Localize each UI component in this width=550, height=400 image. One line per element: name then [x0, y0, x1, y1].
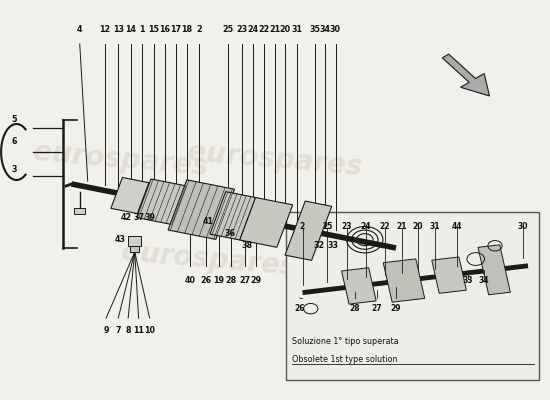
- Text: 20: 20: [279, 25, 290, 34]
- Text: 31: 31: [292, 25, 302, 34]
- Text: 2: 2: [300, 222, 305, 231]
- Polygon shape: [285, 201, 332, 260]
- Text: 5: 5: [11, 115, 16, 124]
- Text: 23: 23: [341, 222, 352, 231]
- Text: 22: 22: [379, 222, 390, 231]
- Text: eurospares: eurospares: [32, 138, 210, 182]
- FancyArrow shape: [442, 54, 490, 96]
- Polygon shape: [240, 198, 293, 247]
- Text: 22: 22: [258, 25, 270, 34]
- Text: 20: 20: [412, 222, 424, 231]
- Text: 4: 4: [77, 25, 82, 34]
- Bar: [130, 246, 139, 252]
- Text: 42: 42: [121, 214, 132, 222]
- Text: 10: 10: [144, 326, 155, 335]
- Text: 7: 7: [116, 326, 121, 335]
- Text: 38: 38: [242, 242, 253, 250]
- Text: 28: 28: [226, 276, 236, 285]
- Text: 26: 26: [201, 276, 212, 285]
- Text: 19: 19: [213, 276, 224, 285]
- Bar: [128, 236, 141, 246]
- Text: 24: 24: [248, 25, 258, 34]
- Text: 40: 40: [184, 276, 195, 285]
- Text: 37: 37: [133, 214, 144, 222]
- Text: 29: 29: [390, 304, 402, 313]
- Text: 36: 36: [224, 230, 235, 238]
- Text: eurospares: eurospares: [186, 138, 364, 182]
- Text: 8: 8: [125, 326, 131, 335]
- Text: 25: 25: [223, 25, 234, 34]
- Text: 34: 34: [478, 276, 490, 285]
- Text: 15: 15: [148, 25, 159, 34]
- Text: 26: 26: [294, 304, 305, 313]
- Text: 31: 31: [429, 222, 440, 231]
- Text: 12: 12: [99, 25, 110, 34]
- Text: Obsolete 1st type solution: Obsolete 1st type solution: [292, 355, 397, 364]
- Text: 32: 32: [314, 241, 324, 250]
- Text: 33: 33: [327, 241, 338, 250]
- Bar: [74, 208, 85, 214]
- Polygon shape: [383, 259, 425, 302]
- Text: 21: 21: [270, 25, 280, 34]
- Text: 1: 1: [139, 25, 145, 34]
- Polygon shape: [210, 192, 257, 240]
- Text: 11: 11: [133, 326, 144, 335]
- Text: 25: 25: [322, 222, 332, 231]
- Text: 39: 39: [144, 214, 155, 222]
- Text: 9: 9: [103, 326, 109, 335]
- Text: 13: 13: [113, 25, 124, 34]
- Text: 27: 27: [239, 276, 250, 285]
- Polygon shape: [432, 257, 466, 293]
- Text: 23: 23: [236, 25, 248, 34]
- Text: 14: 14: [125, 25, 136, 34]
- Text: 35: 35: [309, 25, 320, 34]
- Text: 6: 6: [11, 137, 16, 146]
- Text: 3: 3: [11, 165, 16, 174]
- Text: 24: 24: [360, 222, 371, 231]
- Text: 16: 16: [160, 25, 170, 34]
- Text: 30: 30: [330, 25, 341, 34]
- Bar: [286, 212, 539, 380]
- Text: 21: 21: [396, 222, 407, 231]
- Text: 28: 28: [349, 304, 360, 313]
- Text: 41: 41: [202, 218, 213, 226]
- Text: 18: 18: [182, 25, 192, 34]
- Polygon shape: [478, 245, 510, 295]
- Text: 43: 43: [114, 236, 125, 244]
- Polygon shape: [111, 178, 149, 214]
- Polygon shape: [168, 180, 234, 240]
- Text: 30: 30: [517, 222, 528, 231]
- Text: 17: 17: [170, 25, 182, 34]
- Text: 2: 2: [196, 25, 202, 34]
- Text: 33: 33: [462, 276, 473, 285]
- Text: 44: 44: [451, 222, 462, 231]
- Text: 27: 27: [371, 304, 382, 313]
- Polygon shape: [136, 179, 188, 225]
- Text: 29: 29: [250, 276, 261, 285]
- Text: eurospares: eurospares: [120, 238, 298, 282]
- Text: 34: 34: [319, 25, 330, 34]
- Text: Soluzione 1° tipo superata: Soluzione 1° tipo superata: [292, 337, 398, 346]
- Polygon shape: [342, 268, 376, 304]
